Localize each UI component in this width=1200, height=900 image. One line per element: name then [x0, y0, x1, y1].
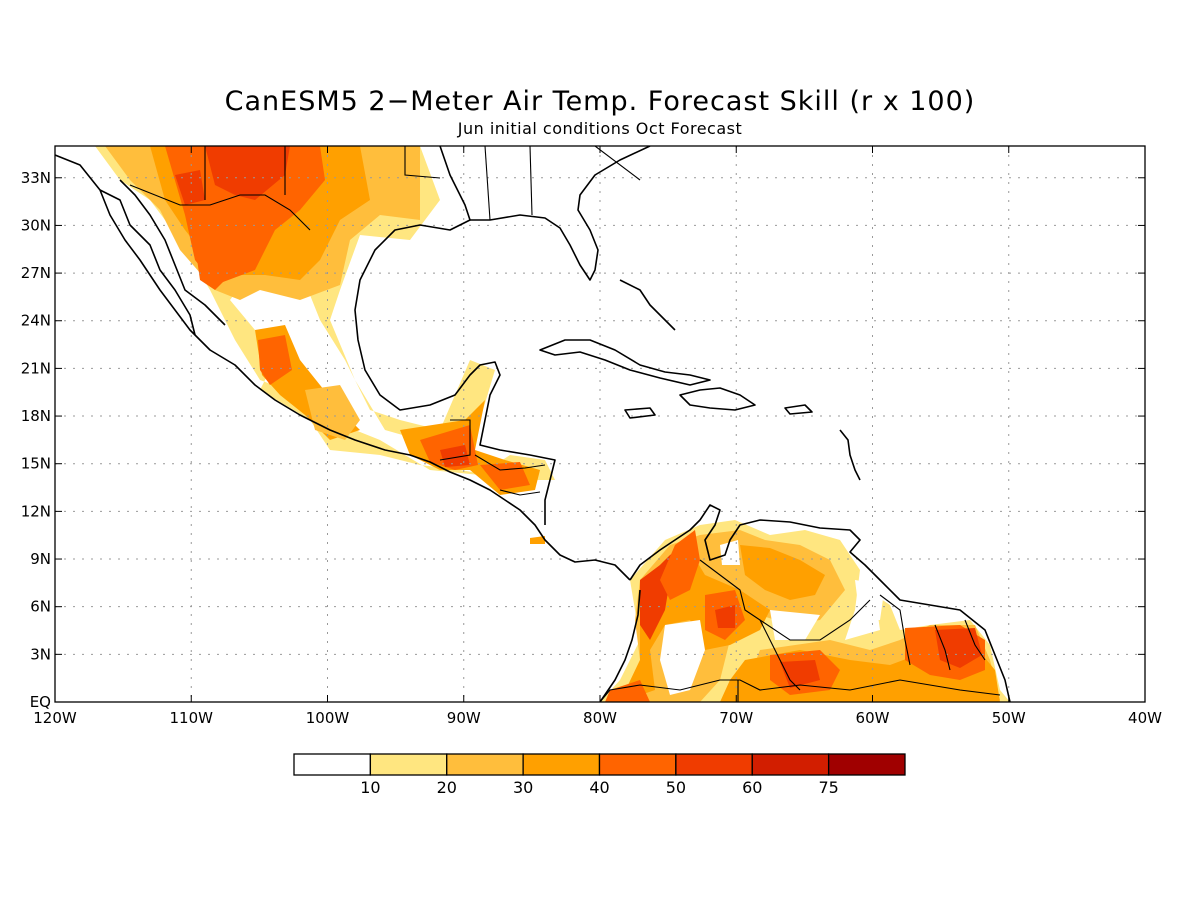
- lat-tick-label: 3N: [30, 645, 51, 663]
- lon-tick-label: 110W: [170, 709, 214, 727]
- lat-tick-label: EQ: [30, 693, 51, 711]
- map-subtitle: Jun initial conditions Oct Forecast: [457, 119, 743, 138]
- lat-tick-label: 9N: [30, 550, 51, 568]
- lon-tick-label: 50W: [992, 709, 1026, 727]
- colorbar-label: 10: [360, 778, 380, 797]
- lon-tick-label: 60W: [856, 709, 890, 727]
- colorbar-label: 30: [513, 778, 533, 797]
- colorbar-swatch: [827, 753, 906, 776]
- lat-tick-label: 21N: [21, 359, 51, 377]
- coastlines: [55, 146, 1011, 702]
- colorbar-label: 50: [666, 778, 686, 797]
- lon-tick-label: 80W: [583, 709, 617, 727]
- colorbar-swatch: [675, 753, 753, 776]
- colorbar-swatch: [369, 753, 448, 776]
- colorbar-swatch: [751, 753, 830, 776]
- lat-tick-label: 18N: [21, 407, 51, 425]
- lat-tick-label: 24N: [21, 312, 51, 330]
- lat-tick-label: 30N: [21, 216, 51, 234]
- lat-tick-label: 12N: [21, 502, 51, 520]
- lon-tick-label: 100W: [306, 709, 350, 727]
- lat-tick-label: 15N: [21, 455, 51, 473]
- map-area: [55, 146, 1145, 702]
- country-borders: [129, 146, 1001, 702]
- lat-tick-label: 6N: [30, 598, 51, 616]
- colorbar-label: 60: [742, 778, 762, 797]
- colorbar-swatch: [522, 753, 601, 776]
- skill-region-mexico-darkred: [205, 146, 290, 200]
- longitude-axis: 120W 110W 100W 90W 80W 70W 60W 50W 40W: [33, 146, 1162, 727]
- lat-tick-label: 33N: [21, 169, 51, 187]
- colorbar-swatch: [446, 753, 524, 776]
- lon-tick-label: 40W: [1128, 709, 1162, 727]
- colorbar-label: 20: [437, 778, 457, 797]
- colorbar-label: 75: [818, 778, 838, 797]
- colorbar: 10 20 30 40 50 60 75: [293, 753, 906, 797]
- latitude-axis: 33N 30N 27N 24N 21N 18N 15N 12N 9N 6N 3N EQ: [21, 169, 1145, 711]
- colorbar-swatch: [293, 753, 372, 776]
- lon-tick-label: 70W: [719, 709, 753, 727]
- skill-shading: [95, 146, 1010, 702]
- map-title: CanESM5 2−Meter Air Temp. Forecast Skill…: [225, 86, 976, 117]
- lon-tick-label: 90W: [447, 709, 481, 727]
- lat-tick-label: 27N: [21, 264, 51, 282]
- colorbar-label: 40: [589, 778, 609, 797]
- lon-tick-label: 120W: [33, 709, 77, 727]
- colorbar-swatch: [598, 753, 677, 776]
- gridlines: [55, 146, 1145, 702]
